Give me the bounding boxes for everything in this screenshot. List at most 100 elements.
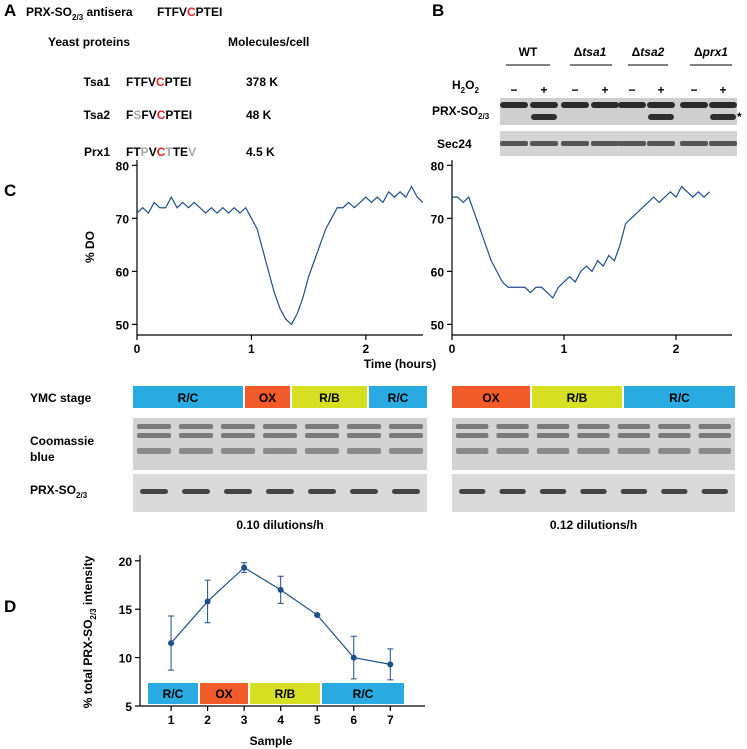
blot-band	[347, 448, 381, 454]
x-tick-label: 2	[362, 342, 369, 356]
treatment-sign: +	[540, 83, 547, 97]
blot-band	[221, 424, 255, 429]
blot-band	[347, 424, 381, 429]
blot-caption: 0.10 dilutions/h	[236, 518, 323, 532]
stage-label: R/B	[275, 687, 296, 701]
y-tick-label: 60	[116, 265, 130, 279]
text-part: PTEI	[165, 75, 192, 89]
x-axis-label: Time (hours)	[364, 357, 436, 371]
blot-band	[580, 489, 607, 494]
y-tick-label: 80	[431, 159, 445, 173]
y-tick-label: 5	[125, 700, 132, 714]
subscript: 2/3	[478, 112, 490, 121]
strain-label: Δprx1	[694, 45, 728, 59]
blot-band	[618, 141, 646, 146]
sequence: FTFVCPTEI	[126, 75, 191, 89]
text-part: H	[452, 78, 461, 92]
blot-band	[263, 433, 297, 438]
blot-band	[648, 114, 674, 120]
treatment-label: H2O2	[452, 78, 479, 95]
stage-label: R/C	[178, 391, 199, 405]
blot-band	[305, 448, 339, 454]
antisera-label: PRX-SO2/3 antisera	[26, 5, 133, 22]
strain-label: Δtsa1	[574, 45, 607, 59]
blot-band	[266, 489, 294, 494]
x-tick-label: 5	[314, 713, 321, 727]
text-part: FV	[141, 108, 156, 122]
data-point	[277, 586, 284, 593]
column-header: Molecules/cell	[228, 35, 309, 49]
text-part: intensity	[81, 555, 95, 608]
y-axis-label: % total PRX-SO2/3 intensity	[81, 555, 98, 708]
blot-band	[617, 424, 651, 429]
text-part: C	[156, 75, 165, 89]
blot-row-label: Sec24	[437, 137, 472, 151]
stage-label: R/C	[163, 687, 184, 701]
stage-segment	[624, 386, 735, 408]
treatment-sign: −	[510, 83, 517, 97]
text-part: tsa2	[640, 45, 664, 59]
blot-band	[389, 433, 423, 438]
protein-name: Prx1	[84, 145, 110, 159]
stage-segment	[452, 386, 530, 408]
text-part: tsa1	[582, 45, 606, 59]
text-part: PTEI	[196, 5, 223, 19]
stage-label: R/C	[353, 687, 374, 701]
blot-band	[499, 489, 526, 494]
blot-row-label: PRX-SO2/3	[432, 104, 490, 121]
x-tick-label: 0	[134, 342, 141, 356]
subscript: 2	[461, 86, 466, 95]
x-tick-label: 0	[449, 342, 456, 356]
blot-band	[456, 448, 489, 454]
row-label: blue	[30, 450, 55, 464]
data-point	[204, 598, 211, 605]
blot-band	[709, 141, 737, 146]
blot-band	[577, 424, 610, 429]
y-tick-label: 80	[116, 159, 130, 173]
blot-band	[140, 489, 168, 494]
y-tick-label: 50	[116, 318, 130, 332]
blot-band	[647, 141, 675, 146]
blot-band	[577, 433, 610, 438]
blot-band	[137, 448, 171, 454]
blot-band	[182, 489, 210, 494]
blot-band	[308, 489, 336, 494]
treatment-sign: +	[657, 83, 664, 97]
x-tick-label: 6	[350, 713, 357, 727]
y-tick-label: 70	[116, 212, 130, 226]
row-label: YMC stage	[30, 391, 92, 405]
blot-band	[456, 433, 489, 438]
blot-caption: 0.12 dilutions/h	[550, 518, 637, 532]
protein-name: Tsa1	[84, 75, 111, 89]
text-part: S	[133, 108, 141, 122]
row-label: PRX-SO2/3	[30, 483, 88, 500]
data-point	[387, 661, 394, 668]
blot-band	[137, 433, 171, 438]
text-part: Δ	[694, 45, 703, 59]
text-part: FT	[126, 145, 141, 159]
blot-band	[698, 448, 731, 454]
text-part: V	[188, 145, 196, 159]
sequence: FTPVCTTEV	[126, 145, 196, 159]
stage-segment	[245, 386, 290, 408]
data-line	[452, 185, 711, 299]
blot-band	[459, 489, 486, 494]
x-tick-label: 1	[168, 713, 175, 727]
text-part: V	[149, 145, 157, 159]
subscript: 2/3	[76, 491, 88, 500]
blot-band	[137, 424, 171, 429]
text-part: prx1	[702, 45, 729, 59]
stage-label: R/B	[319, 391, 340, 405]
y-tick-label: 50	[431, 318, 445, 332]
text-part: % total PRX-SO	[81, 620, 95, 709]
blot-band	[620, 489, 648, 494]
x-tick-label: 1	[248, 342, 255, 356]
blot-band	[224, 489, 252, 494]
text-part: C	[157, 145, 166, 159]
blot-band	[530, 102, 558, 108]
text-part: Δ	[574, 45, 583, 59]
panel-label: B	[432, 1, 444, 20]
blot-band	[305, 433, 339, 438]
blot-band	[389, 448, 423, 454]
